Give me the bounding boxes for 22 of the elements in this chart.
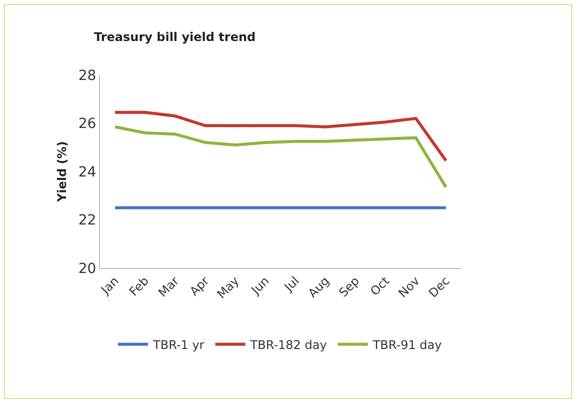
x-tick-label: Oct — [368, 274, 392, 298]
x-tick-label: Jun — [248, 274, 272, 298]
x-tick-label: Jul — [281, 274, 302, 295]
legend-label: TBR-182 day — [249, 338, 327, 352]
y-tick-label: 22 — [78, 212, 96, 229]
x-tick-label: Aug — [306, 274, 332, 300]
legend-label: TBR-1 yr — [152, 338, 204, 352]
y-tick-label: 20 — [78, 260, 96, 277]
x-tick-label: Apr — [187, 274, 212, 298]
chart-title: Treasury bill yield trend — [94, 30, 256, 44]
x-tick-label: Dec — [426, 274, 452, 300]
x-tick-label: Sep — [336, 274, 362, 300]
x-tick-label: Feb — [126, 274, 152, 299]
line-series — [114, 125, 448, 189]
y-tick-label: 24 — [78, 164, 96, 180]
y-tick-label: 28 — [78, 68, 96, 84]
x-tick-label: Mar — [156, 274, 182, 300]
legend-label: TBR-91 day — [372, 338, 442, 352]
x-tick-label: Jan — [98, 274, 122, 298]
line-series — [114, 110, 448, 162]
y-axis-title: Yield (%) — [55, 141, 69, 203]
y-tick-label: 26 — [78, 116, 96, 132]
